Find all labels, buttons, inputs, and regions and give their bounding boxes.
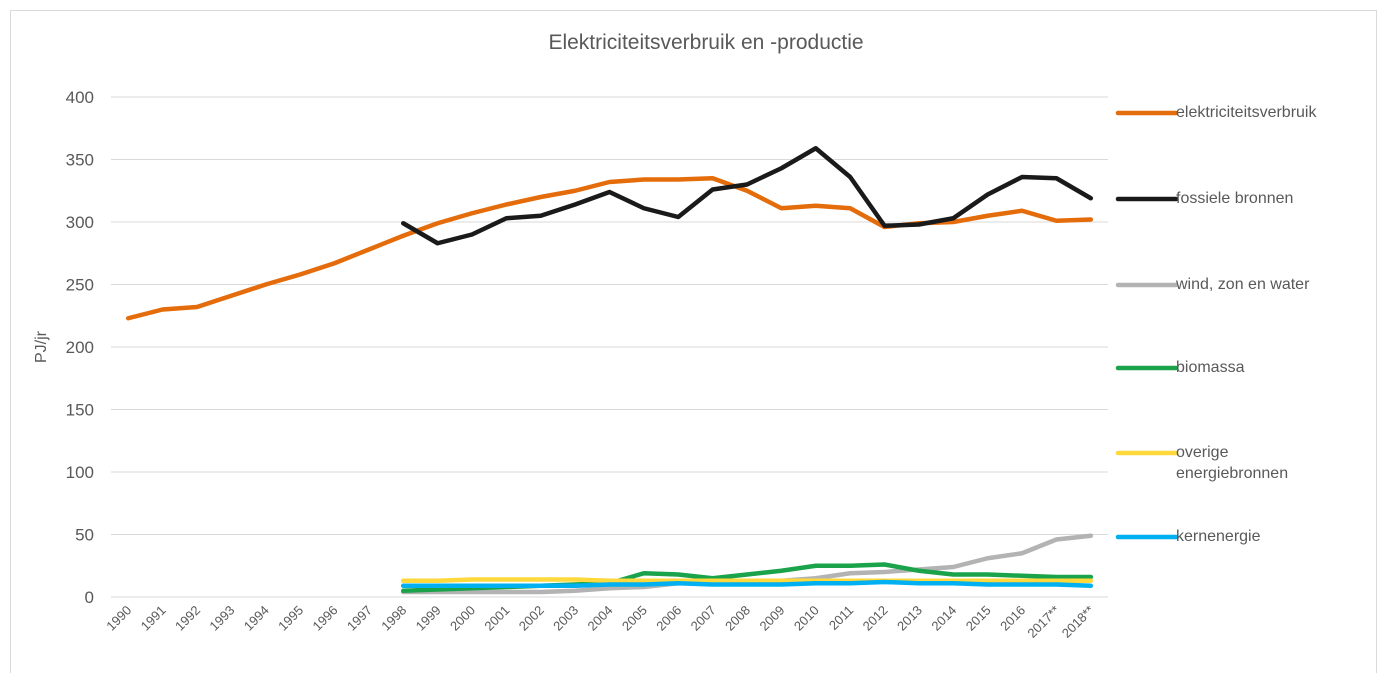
x-tick-label: 1996 [310,603,341,634]
series-line [125,176,1094,321]
y-tick-label: 200 [66,338,94,357]
y-tick-label: 150 [66,401,94,420]
y-tick-label: 0 [85,588,94,607]
series-line [400,146,1094,246]
y-tick-label: 300 [66,213,94,232]
x-tick-label: 2018** [1059,603,1097,641]
x-tick-label: 2009 [756,603,787,634]
x-tick-label: 1997 [344,603,375,634]
x-tick-label: 2015 [963,603,994,634]
legend-label: fossiele bronnen [1176,190,1294,207]
x-tick-label: 1994 [241,603,272,634]
x-tick-label: 2002 [516,603,547,634]
legend-label: wind, zon en water [1176,276,1310,293]
x-tick-label: 2013 [894,603,925,634]
chart-frame [10,10,1377,673]
x-tick-label: 1998 [378,603,409,634]
y-tick-label: 50 [75,526,94,545]
x-tick-label: 2010 [791,603,822,634]
y-tick-label: 350 [66,151,94,170]
legend-label: overige energiebronnen [1176,444,1289,482]
x-tick-label: 1992 [172,603,203,634]
x-tick-label: 2011 [826,603,856,633]
x-tick-label: 2000 [447,603,478,634]
x-tick-label: 2001 [481,603,512,634]
x-tick-label: 2007 [688,603,719,634]
x-tick-label: 2014 [928,603,959,634]
x-tick-label: 2017** [1024,603,1062,641]
legend-label: elektriciteitsverbruik [1176,104,1317,121]
x-tick-label: 1995 [275,603,306,634]
series-line [400,579,1094,588]
x-tick-label: 1991 [138,603,169,634]
y-tick-label: 400 [66,88,94,107]
x-tick-label: 1990 [103,603,134,634]
y-tick-label: 100 [66,463,94,482]
x-tick-label: 2008 [722,603,753,634]
x-tick-label: 2006 [653,603,684,634]
legend-label: biomassa [1176,359,1245,376]
y-axis-label: PJ/jr [33,330,50,363]
series-line [400,577,1094,583]
x-tick-label: 2005 [619,603,650,634]
legend-label: kernenergie [1176,528,1261,545]
y-tick-label: 250 [66,276,94,295]
chart-title: Elektriciteitsverbruik en -productie [548,31,863,54]
x-tick-label: 2012 [860,603,891,634]
x-tick-label: 2004 [585,603,616,634]
x-tick-label: 2003 [550,603,581,634]
x-tick-label: 1999 [413,603,444,634]
x-tick-label: 2016 [997,603,1028,634]
x-tick-label: 1993 [206,603,237,634]
